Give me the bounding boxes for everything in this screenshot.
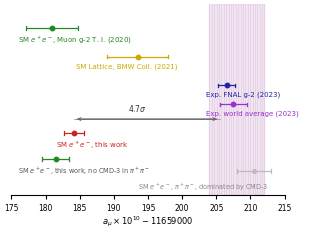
Bar [209,4,264,195]
Text: Exp. world average (2023): Exp. world average (2023) [206,111,299,117]
X-axis label: $a_{\mu} \times 10^{10} - 11659000$: $a_{\mu} \times 10^{10} - 11659000$ [102,214,194,229]
Text: SM $e^+e^-$, Muon g-2 T. I. (2020): SM $e^+e^-$, Muon g-2 T. I. (2020) [18,35,132,46]
Text: Exp. FNAL g-2 (2023): Exp. FNAL g-2 (2023) [206,92,280,98]
Text: SM $e^+e^-$, this work: SM $e^+e^-$, this work [56,140,129,151]
Text: SM $e^+e^-$, this work, no CMD-3 in $\pi^+\pi^-$: SM $e^+e^-$, this work, no CMD-3 in $\pi… [18,166,150,177]
Text: SM Lattice, BMW Coll. (2021): SM Lattice, BMW Coll. (2021) [76,63,178,70]
Text: 4.7$\sigma$: 4.7$\sigma$ [129,103,147,114]
Text: SM $e^+e^-$, $\pi^+\pi^-$, dominated by CMD-3: SM $e^+e^-$, $\pi^+\pi^-$, dominated by … [138,182,268,193]
